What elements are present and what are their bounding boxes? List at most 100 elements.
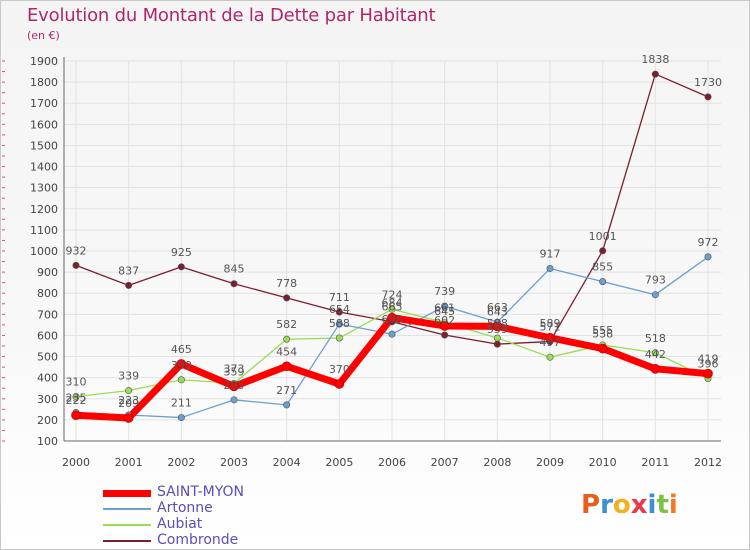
data-point-aubiat (125, 387, 133, 395)
y-tick-label: 1800 (30, 76, 58, 89)
data-label-saint-myon: 538 (592, 328, 613, 341)
line-chart: 100 200 300 400 500 600 700 800 900 1000 1100 1200 1… (2, 53, 722, 469)
data-label-saint-myon: 222 (66, 394, 87, 407)
legend-swatch (103, 490, 151, 497)
x-tick-label: 2001 (115, 456, 143, 469)
logo-letter: x (630, 490, 648, 520)
data-label-aubiat: 339 (118, 370, 139, 383)
data-label-saint-myon: 645 (434, 305, 455, 318)
legend-label: Artonne (157, 500, 213, 516)
data-label-artonne: 271 (276, 384, 297, 397)
x-tick-label: 2012 (694, 456, 722, 469)
data-point-aubiat (388, 305, 396, 313)
data-point-aubiat (493, 334, 501, 342)
data-label-saint-myon: 370 (329, 363, 350, 376)
data-label-aubiat: 310 (66, 376, 87, 389)
data-label-aubiat: 555 (592, 324, 613, 337)
data-label-combronde: 602 (434, 314, 455, 327)
data-label-artonne: 295 (224, 379, 245, 392)
logo-letter: t (656, 490, 669, 520)
data-point-combronde (651, 70, 659, 78)
data-label-saint-myon: 465 (171, 343, 192, 356)
y-tick-label: 900 (37, 266, 58, 279)
legend-swatch (103, 540, 151, 542)
chart-subtitle: (en €) (27, 29, 60, 42)
x-tick-label: 2006 (378, 456, 406, 469)
y-tick-label: 800 (37, 287, 58, 300)
x-tick-label: 2007 (431, 456, 459, 469)
data-point-saint-myon (71, 410, 81, 421)
y-tick-label: 600 (37, 329, 58, 342)
data-label-artonne: 855 (592, 261, 613, 274)
logo-letter: r (600, 490, 613, 520)
x-tick-label: 2009 (536, 456, 564, 469)
y-tick-label: 300 (37, 393, 58, 406)
data-label-artonne: 654 (329, 303, 350, 316)
data-label-artonne: 972 (698, 236, 719, 249)
y-tick-label: 500 (37, 351, 58, 364)
y-tick-label: 1300 (30, 182, 58, 195)
legend-swatch (103, 508, 151, 510)
data-label-artonne: 235 (66, 392, 87, 405)
data-label-aubiat: 588 (329, 317, 350, 330)
data-point-saint-myon (597, 343, 608, 354)
data-point-combronde (283, 294, 291, 302)
data-point-saint-myon (229, 381, 239, 392)
y-tick-label: 700 (37, 308, 58, 321)
data-point-combronde (441, 331, 449, 339)
data-point-saint-myon (545, 332, 555, 343)
data-point-saint-myon (281, 361, 292, 372)
data-label-aubiat: 588 (487, 317, 508, 330)
data-point-combronde (704, 93, 712, 101)
data-label-combronde: 845 (224, 263, 245, 276)
data-label-combronde: 559 (487, 323, 508, 336)
data-label-saint-myon: 454 (276, 345, 297, 358)
data-label-saint-myon: 589 (540, 317, 561, 330)
data-point-aubiat (651, 349, 659, 357)
data-point-saint-myon (176, 359, 187, 369)
data-point-artonne (230, 396, 238, 404)
data-label-artonne: 211 (171, 397, 192, 410)
data-label-aubiat: 582 (276, 318, 297, 331)
data-point-combronde (72, 261, 80, 269)
y-tick-label: 1400 (30, 161, 58, 174)
data-point-aubiat (177, 376, 185, 384)
data-point-saint-myon (650, 363, 661, 374)
data-point-artonne (546, 265, 554, 273)
data-point-saint-myon (123, 413, 134, 423)
data-label-combronde: 665 (382, 301, 403, 314)
logo-letter: P (581, 490, 601, 520)
x-tick-label: 2010 (589, 456, 617, 469)
data-label-artonne: 793 (645, 274, 666, 287)
y-tick-label: 200 (37, 414, 58, 427)
data-point-saint-myon (387, 312, 397, 323)
logo-letter: i (647, 490, 657, 520)
data-label-artonne: 606 (382, 313, 403, 326)
data-label-saint-myon: 684 (382, 297, 403, 310)
data-label-combronde: 837 (118, 264, 139, 277)
logo-letter: i (668, 490, 678, 520)
data-point-aubiat (283, 335, 291, 343)
y-tick-label: 1500 (30, 139, 58, 152)
y-tick-label: 1700 (30, 97, 58, 110)
y-tick-label: 1900 (30, 55, 58, 68)
x-tick-label: 2005 (325, 456, 353, 469)
data-label-saint-myon: 359 (224, 365, 245, 378)
x-tick-label: 2000 (62, 456, 90, 469)
data-label-combronde: 1730 (694, 76, 722, 89)
data-point-artonne (335, 320, 343, 328)
x-tick-label: 2011 (641, 456, 669, 469)
data-label-aubiat: 497 (540, 336, 561, 349)
data-point-saint-myon (439, 321, 450, 331)
data-label-aubiat: 661 (434, 302, 455, 315)
legend-swatch (103, 524, 151, 526)
data-point-saint-myon (334, 379, 345, 389)
data-label-saint-myon: 209 (118, 397, 139, 410)
data-point-artonne (651, 291, 659, 299)
data-point-artonne (599, 278, 607, 286)
data-label-combronde: 778 (276, 277, 297, 290)
data-point-artonne (283, 401, 291, 409)
y-tick-label: 400 (37, 372, 58, 385)
data-label-saint-myon: 643 (487, 305, 508, 318)
